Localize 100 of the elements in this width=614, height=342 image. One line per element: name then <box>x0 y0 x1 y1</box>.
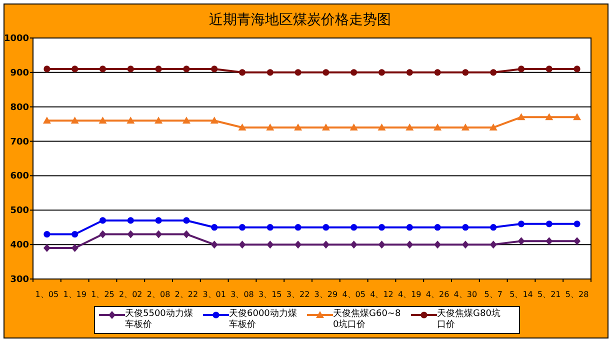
point <box>462 240 469 249</box>
point <box>99 230 106 238</box>
point <box>155 217 162 224</box>
point <box>434 124 442 131</box>
point <box>406 124 414 131</box>
x-tick-label: 3、01 <box>202 290 226 299</box>
y-tick-label: 500 <box>10 206 29 216</box>
legend-label: 天俊焦煤G60~80坑口价 <box>333 309 402 331</box>
point <box>350 69 358 76</box>
point <box>350 224 358 231</box>
point <box>294 224 302 231</box>
point <box>127 230 134 238</box>
x-tick-label: 4、30 <box>454 290 478 299</box>
legend-label: 天俊焦煤G80坑口价 <box>437 309 502 331</box>
y-tick-label: 600 <box>10 172 29 182</box>
point <box>44 66 50 72</box>
point <box>406 240 414 249</box>
point <box>211 224 218 231</box>
x-tick-label: 2、22 <box>174 290 198 299</box>
x-tick-label: 3、15 <box>258 290 282 299</box>
x-tick-label: 4、12 <box>370 290 394 299</box>
point <box>127 217 134 224</box>
point <box>127 66 134 72</box>
point <box>574 66 580 72</box>
y-tick-label: 400 <box>10 240 29 251</box>
point <box>490 69 497 76</box>
x-tick-label: 3、29 <box>314 290 338 299</box>
point <box>210 240 218 249</box>
point <box>322 224 330 231</box>
point <box>517 113 526 120</box>
point <box>545 113 554 120</box>
point <box>183 217 190 224</box>
point <box>182 230 190 238</box>
x-tick-label: 4、05 <box>342 290 366 299</box>
point <box>462 224 469 231</box>
point <box>72 66 78 72</box>
point <box>434 224 441 231</box>
point <box>461 124 470 131</box>
point <box>210 116 218 124</box>
point <box>71 244 78 252</box>
y-tick-label: 1000 <box>4 34 29 44</box>
point <box>546 220 552 228</box>
point <box>378 124 386 131</box>
point <box>574 220 580 228</box>
y-tick-label: 700 <box>10 137 29 148</box>
point <box>238 240 246 249</box>
y-tick-label: 900 <box>10 68 29 78</box>
legend-label: 天俊5500动力煤车板价 <box>125 309 194 331</box>
point <box>70 116 79 124</box>
point <box>406 69 413 76</box>
point <box>294 69 302 76</box>
point <box>98 116 107 124</box>
point <box>182 116 190 124</box>
point <box>294 124 302 131</box>
point <box>406 224 413 231</box>
point <box>266 224 274 231</box>
point <box>378 69 386 76</box>
x-tick-label: 5、7 <box>484 290 502 299</box>
point <box>434 69 441 76</box>
point <box>238 124 246 131</box>
point <box>574 237 581 246</box>
point <box>238 224 246 231</box>
point <box>266 240 274 249</box>
point <box>42 116 51 124</box>
title: 近期青海地区煤炭价格走势图 <box>209 12 391 28</box>
x-tick-label: 2、08 <box>146 290 170 299</box>
point <box>350 124 358 131</box>
point <box>518 220 525 228</box>
x-tick-label: 2、02 <box>119 290 142 299</box>
point <box>490 240 497 249</box>
point <box>322 124 330 131</box>
point <box>546 237 553 246</box>
point <box>238 69 246 76</box>
point <box>573 113 582 120</box>
point <box>154 116 163 124</box>
x-tick-label: 5、28 <box>565 290 589 299</box>
point <box>294 240 302 249</box>
point <box>99 217 106 224</box>
point <box>378 224 386 231</box>
point <box>350 240 358 249</box>
point <box>490 224 497 231</box>
point <box>489 124 498 131</box>
y-tick-label: 300 <box>10 275 29 285</box>
x-tick-label: 5、14 <box>510 290 533 299</box>
x-tick-label: 1、05 <box>35 290 59 299</box>
point <box>211 66 218 72</box>
point <box>546 66 552 72</box>
y-tick-label: 800 <box>10 102 29 113</box>
point <box>266 124 274 131</box>
point <box>155 230 162 238</box>
point <box>434 240 442 249</box>
x-tick-label: 3、08 <box>230 290 254 299</box>
point <box>44 230 50 238</box>
x-tick-label: 4、26 <box>426 290 450 299</box>
x-tick-label: 5、21 <box>538 290 561 299</box>
point <box>266 69 274 76</box>
point <box>462 69 469 76</box>
point <box>183 66 190 72</box>
point <box>518 66 525 72</box>
point <box>43 244 50 252</box>
